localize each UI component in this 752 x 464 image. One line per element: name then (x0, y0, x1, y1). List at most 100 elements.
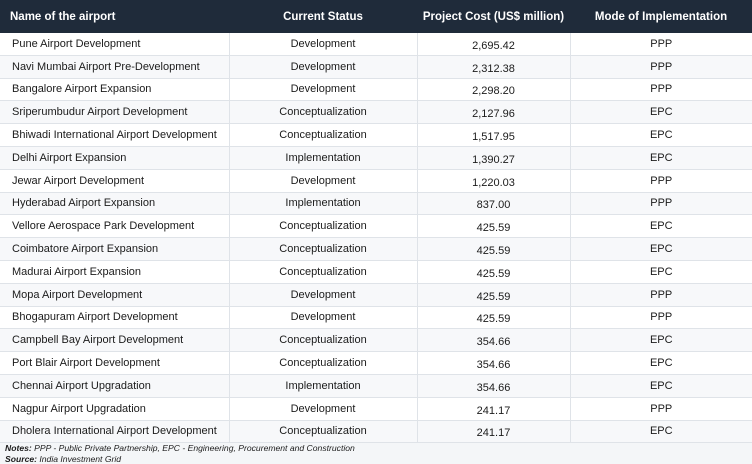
cell-current-status: Development (229, 55, 418, 79)
cell-airport-name: Coimbatore Airport Expansion (0, 237, 230, 261)
cell-current-status: Conceptualization (229, 351, 418, 375)
cell-mode-of-implementation: PPP (570, 33, 752, 56)
cell-airport-name: Sriperumbudur Airport Development (0, 100, 230, 125)
source-text: India Investment Grid (37, 453, 122, 464)
cell-airport-name: Nagpur Airport Upgradation (0, 397, 230, 421)
header-row: Name of the airport Current Status Proje… (0, 0, 752, 33)
cell-current-status: Development (229, 33, 418, 56)
cell-current-status: Development (229, 169, 418, 193)
notes-label: Notes: (5, 443, 32, 454)
cell-airport-name: Delhi Airport Expansion (0, 146, 230, 170)
cell-mode-of-implementation: PPP (570, 397, 752, 421)
cell-project-cost: 425.59 (417, 237, 571, 261)
cell-current-status: Conceptualization (229, 237, 418, 261)
header-current-status: Current Status (229, 0, 417, 33)
cell-mode-of-implementation: EPC (570, 100, 752, 125)
cell-airport-name: Navi Mumbai Airport Pre-Development (0, 55, 230, 79)
cell-project-cost: 2,695.42 (417, 33, 571, 56)
airport-projects-table: Name of the airport Current Status Proje… (0, 0, 752, 444)
cell-airport-name: Madurai Airport Expansion (0, 260, 230, 284)
cell-mode-of-implementation: EPC (570, 260, 752, 284)
cell-airport-name: Pune Airport Development (0, 33, 230, 56)
table-row: Madurai Airport Expansion Conceptualizati… (0, 260, 752, 284)
table-row: Delhi Airport Expansion Implementation 1,3… (0, 146, 752, 170)
cell-mode-of-implementation: EPC (570, 214, 752, 239)
cell-current-status: Development (229, 397, 418, 421)
cell-airport-name: Dholera International Airport Developmen… (0, 420, 230, 444)
cell-current-status: Conceptualization (229, 420, 418, 444)
table-row: Coimbatore Airport Expansion Conceptualiz… (0, 237, 752, 261)
table-row: Bhogapuram Airport Development Developmen… (0, 306, 752, 330)
cell-airport-name: Bhogapuram Airport Development (0, 306, 230, 330)
cell-airport-name: Campbell Bay Airport Development (0, 328, 230, 353)
header-project-cost: Project Cost (US$ million) (417, 0, 570, 33)
cell-current-status: Development (229, 306, 418, 330)
cell-current-status: Conceptualization (229, 214, 418, 239)
cell-project-cost: 2,127.96 (417, 100, 571, 125)
cell-project-cost: 354.66 (417, 328, 571, 353)
cell-mode-of-implementation: PPP (570, 283, 752, 307)
cell-airport-name: Bhiwadi International Airport Developmen… (0, 123, 230, 147)
cell-project-cost: 241.17 (417, 420, 571, 444)
cell-mode-of-implementation: EPC (570, 328, 752, 353)
table-row: Campbell Bay Airport Development Conceptu… (0, 328, 752, 353)
source-line: Source: India Investment Grid (5, 454, 752, 464)
table-row: Port Blair Airport Development Conceptual… (0, 351, 752, 375)
cell-project-cost: 425.59 (417, 260, 571, 284)
cell-project-cost: 2,298.20 (417, 78, 571, 102)
cell-current-status: Conceptualization (229, 328, 418, 353)
cell-current-status: Implementation (229, 374, 418, 398)
cell-airport-name: Mopa Airport Development (0, 283, 230, 307)
cell-mode-of-implementation: PPP (570, 169, 752, 193)
table-body: Pune Airport Development Development 2,695… (0, 33, 752, 444)
table-row: Chennai Airport Upgradation Implementatio… (0, 374, 752, 398)
table-row: Bangalore Airport Expansion Development 2,… (0, 78, 752, 102)
cell-mode-of-implementation: PPP (570, 192, 752, 216)
table-notes: Notes: PPP - Public Private Partnership,… (0, 443, 752, 464)
cell-project-cost: 1,220.03 (417, 169, 571, 193)
table-row: Sriperumbudur Airport Development Concept… (0, 100, 752, 125)
cell-project-cost: 2,312.38 (417, 55, 571, 79)
cell-project-cost: 425.59 (417, 306, 571, 330)
table-row: Dholera International Airport Developmen… (0, 420, 752, 444)
cell-airport-name: Jewar Airport Development (0, 169, 230, 193)
table-row: Jewar Airport Development Development 1,22… (0, 169, 752, 193)
cell-airport-name: Hyderabad Airport Expansion (0, 192, 230, 216)
cell-current-status: Implementation (229, 192, 418, 216)
table-row: Bhiwadi International Airport Developmen… (0, 123, 752, 147)
cell-airport-name: Chennai Airport Upgradation (0, 374, 230, 398)
table-row: Hyderabad Airport Expansion Implementatio… (0, 192, 752, 216)
header-airport-name: Name of the airport (0, 0, 229, 33)
cell-mode-of-implementation: PPP (570, 78, 752, 102)
cell-project-cost: 1,390.27 (417, 146, 571, 170)
table-row: Navi Mumbai Airport Pre-Development Devel… (0, 55, 752, 79)
table-row: Nagpur Airport Upgradation Development 241… (0, 397, 752, 421)
table-header: Name of the airport Current Status Proje… (0, 0, 752, 33)
cell-current-status: Development (229, 283, 418, 307)
cell-current-status: Conceptualization (229, 123, 418, 147)
cell-mode-of-implementation: EPC (570, 374, 752, 398)
cell-mode-of-implementation: EPC (570, 351, 752, 375)
cell-project-cost: 1,517.95 (417, 123, 571, 147)
cell-current-status: Implementation (229, 146, 418, 170)
cell-project-cost: 425.59 (417, 283, 571, 307)
cell-current-status: Conceptualization (229, 260, 418, 284)
cell-current-status: Conceptualization (229, 100, 418, 125)
cell-project-cost: 837.00 (417, 192, 571, 216)
source-label: Source: (5, 453, 37, 464)
cell-airport-name: Bangalore Airport Expansion (0, 78, 230, 102)
cell-current-status: Development (229, 78, 418, 102)
cell-mode-of-implementation: PPP (570, 55, 752, 79)
table-row: Vellore Aerospace Park Development Concep… (0, 214, 752, 239)
cell-airport-name: Vellore Aerospace Park Development (0, 214, 230, 239)
cell-airport-name: Port Blair Airport Development (0, 351, 230, 375)
cell-project-cost: 241.17 (417, 397, 571, 421)
cell-mode-of-implementation: EPC (570, 123, 752, 147)
header-mode-of-implementation: Mode of Implementation (570, 0, 752, 33)
notes-line: Notes: PPP - Public Private Partnership,… (5, 443, 752, 454)
notes-text: PPP - Public Private Partnership, EPC - … (31, 443, 355, 454)
cell-mode-of-implementation: EPC (570, 420, 752, 444)
table-row: Mopa Airport Development Development 425.5… (0, 283, 752, 307)
cell-project-cost: 425.59 (417, 214, 571, 239)
